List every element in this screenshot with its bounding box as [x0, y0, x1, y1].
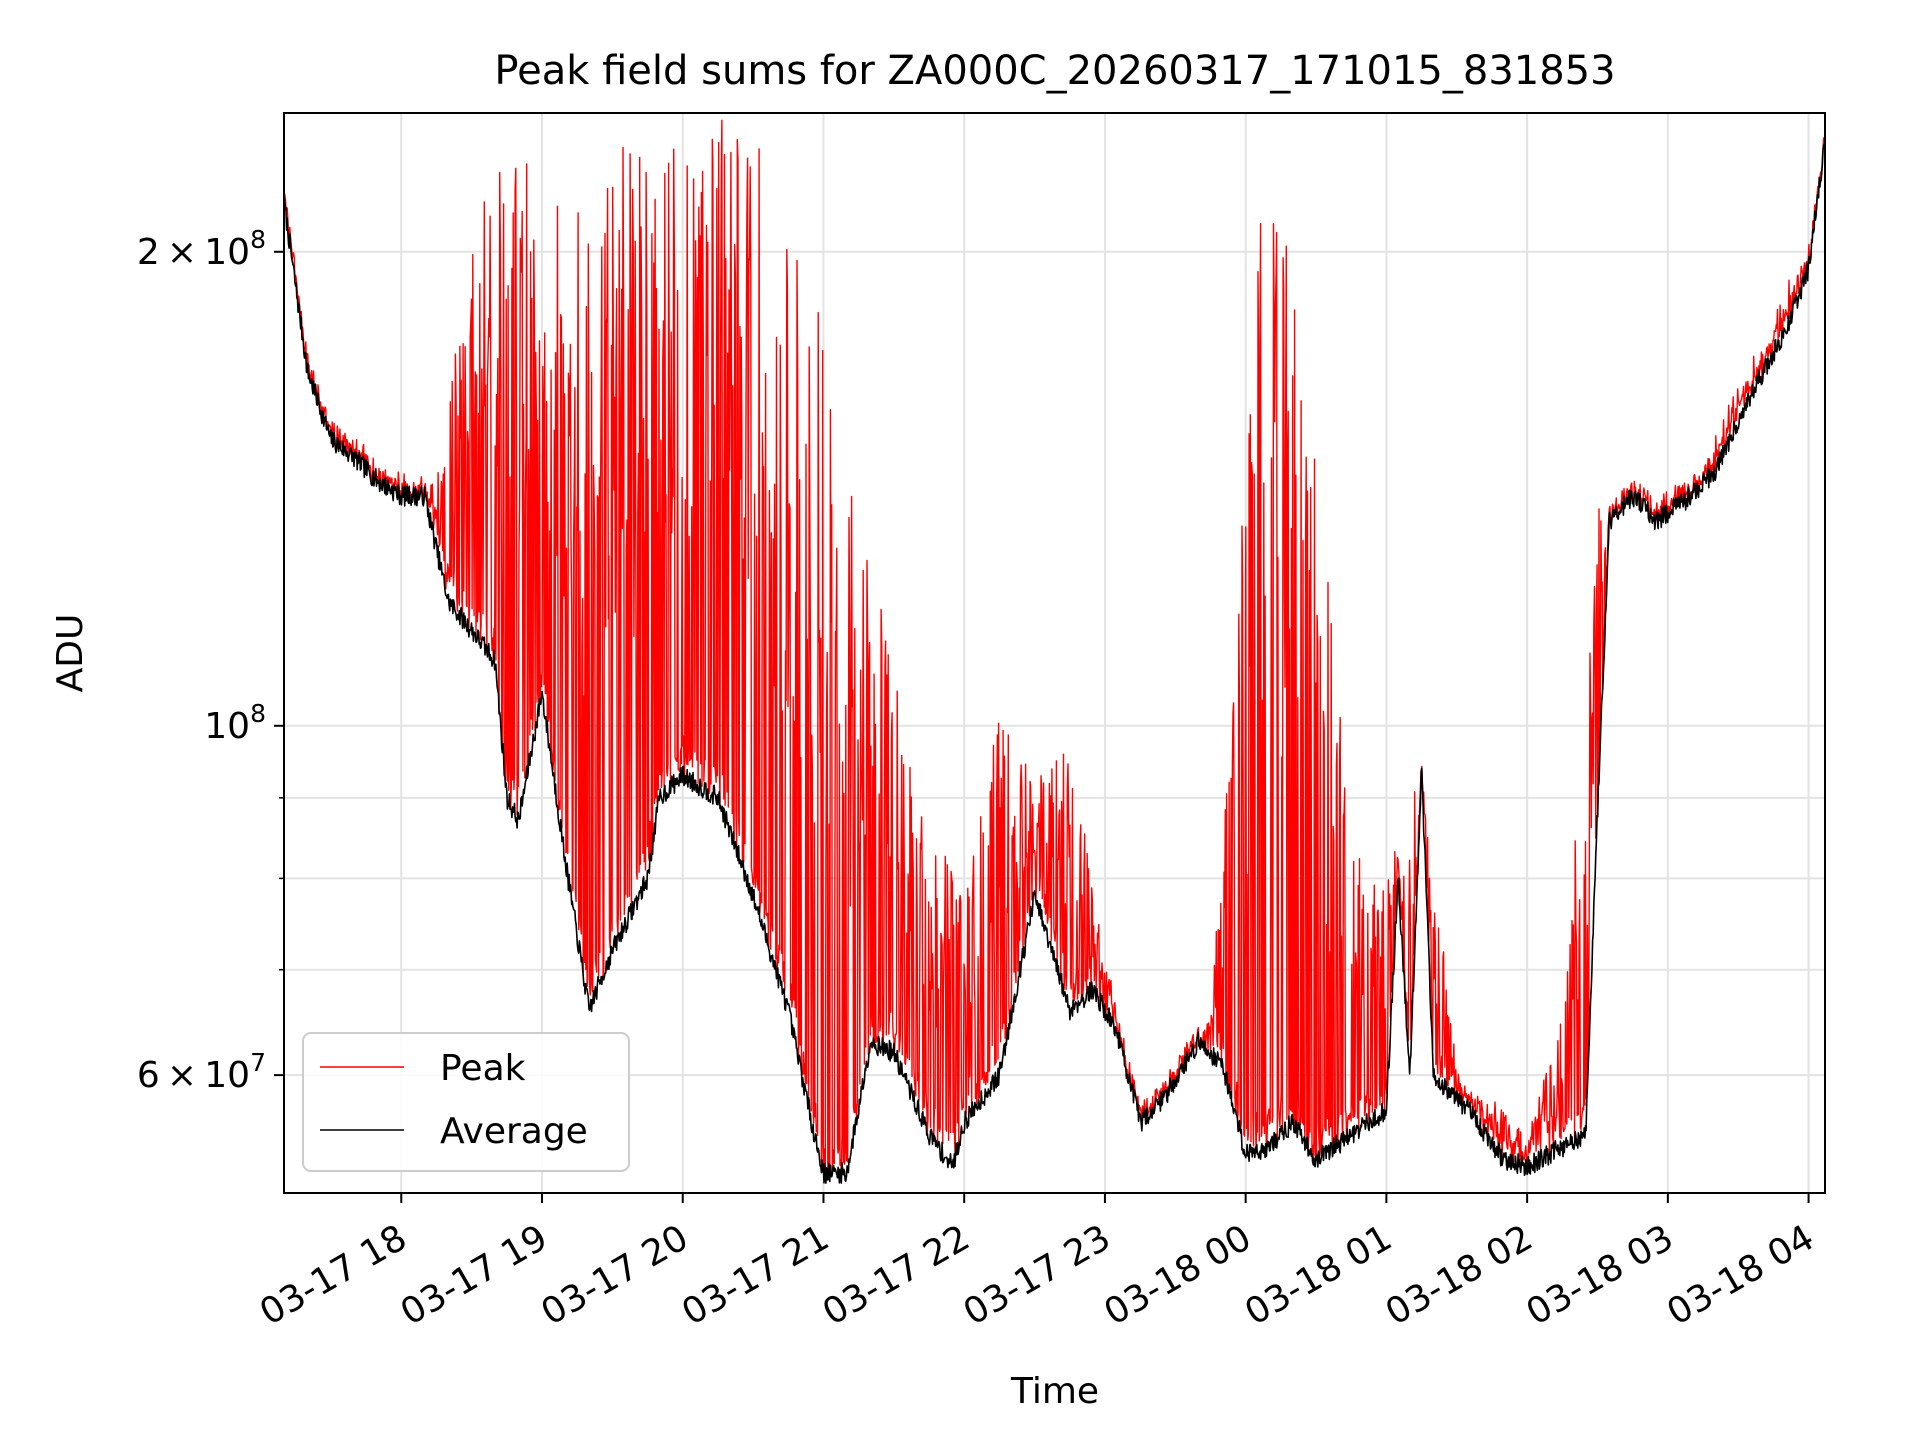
legend: Peak Average: [302, 1032, 630, 1172]
y-tick-label: 108: [204, 699, 266, 747]
chart-title: Peak field sums for ZA000C_20260317_1710…: [494, 48, 1615, 94]
legend-label-peak: Peak: [440, 1048, 526, 1089]
plot-area-frame: [283, 112, 1826, 1194]
x-axis-label: Time: [1010, 1371, 1099, 1412]
grid: [284, 113, 1825, 1193]
legend-label-average: Average: [440, 1111, 588, 1152]
average-line: [283, 137, 1826, 1184]
peak-line: [283, 119, 1826, 1178]
average-series: [283, 137, 1826, 1184]
y-tick-label: 2 × 108: [137, 225, 266, 273]
y-axis-label: ADU: [50, 614, 91, 693]
y-axis: 6 × 107 108 2 × 108: [137, 225, 284, 1096]
y-tick-label: 6 × 107: [137, 1048, 266, 1096]
peak-series: [283, 119, 1826, 1178]
